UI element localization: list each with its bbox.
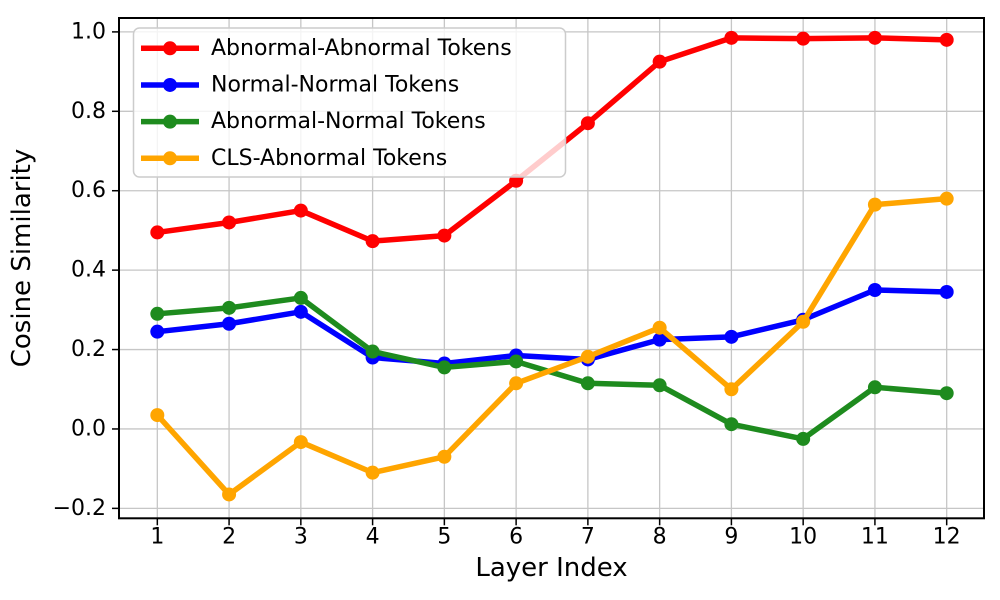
y-tick-label: −0.2: [53, 496, 106, 521]
x-tick-label: 2: [222, 525, 236, 550]
data-point: [939, 386, 954, 401]
y-tick-label: 0.2: [71, 337, 106, 362]
x-tick-label: 12: [933, 525, 961, 550]
legend-box: [132, 27, 567, 178]
data-point: [796, 314, 811, 329]
data-point: [365, 234, 380, 249]
data-point: [652, 320, 667, 335]
data-point: [652, 54, 667, 69]
data-point: [939, 191, 954, 206]
series-line: [154, 195, 950, 498]
legend-marker: [163, 114, 177, 129]
data-point: [365, 465, 380, 480]
data-point: [580, 116, 595, 131]
plot-border: [118, 17, 985, 520]
y-tick-label: 0.8: [71, 99, 106, 124]
data-point: [796, 31, 811, 46]
y-tick-label: 0.6: [71, 178, 106, 203]
data-point: [509, 376, 524, 391]
x-axis-label: Layer Index: [475, 553, 627, 583]
data-point: [222, 316, 237, 331]
data-point: [939, 284, 954, 299]
data-point: [293, 304, 308, 319]
x-tick-label: 8: [653, 525, 667, 550]
y-tick-label: 1.0: [71, 19, 106, 44]
legend-label: Abnormal-Abnormal Tokens: [211, 36, 512, 61]
y-tick-label: 0.0: [71, 416, 106, 441]
data-point: [652, 332, 667, 347]
data-point: [652, 378, 667, 393]
data-point: [293, 203, 308, 218]
data-point: [150, 225, 165, 240]
data-point: [867, 282, 882, 297]
data-point: [724, 329, 739, 344]
legend-marker: [163, 41, 177, 56]
data-point: [437, 360, 452, 375]
tick-layer: 1 2 3 4 5 6 7 8 9 10 11 12−0.20.00.20.40.60.81.0: [53, 19, 961, 549]
x-tick-label: 1: [150, 525, 164, 550]
data-point: [222, 487, 237, 502]
data-point: [796, 431, 811, 446]
y-axis-label: Cosine Similarity: [7, 149, 37, 368]
legend-label: Normal-Normal Tokens: [211, 72, 459, 97]
data-point: [724, 417, 739, 432]
legend-item: Abnormal-Abnormal Tokens: [141, 36, 512, 61]
data-point: [365, 344, 380, 359]
data-point: [867, 380, 882, 395]
x-tick-label: 6: [509, 525, 523, 550]
data-point: [150, 408, 165, 423]
data-point: [509, 354, 524, 369]
legend-label: Abnormal-Normal Tokens: [211, 109, 486, 134]
data-point: [293, 435, 308, 450]
data-point: [580, 349, 595, 364]
data-point: [293, 290, 308, 305]
data-point: [150, 306, 165, 321]
data-point: [724, 382, 739, 397]
legend-marker: [163, 77, 177, 92]
data-point: [222, 215, 237, 230]
data-point: [437, 449, 452, 464]
legend-item: CLS-Abnormal Tokens: [141, 146, 447, 171]
series-line: [154, 287, 950, 367]
data-point: [867, 197, 882, 212]
x-tick-label: 9: [724, 525, 738, 550]
data-point: [867, 30, 882, 45]
data-point: [150, 324, 165, 339]
x-tick-label: 11: [861, 525, 889, 550]
data-point: [724, 30, 739, 45]
data-point: [939, 32, 954, 47]
x-tick-label: 7: [581, 525, 595, 550]
x-tick-label: 3: [294, 525, 308, 550]
x-tick-label: 10: [789, 525, 817, 550]
legend-marker: [163, 151, 177, 166]
data-point: [580, 376, 595, 391]
series-layer: [150, 30, 954, 502]
y-tick-label: 0.4: [71, 258, 106, 283]
axes-spines: [118, 17, 985, 520]
data-point: [437, 228, 452, 243]
legend-item: Abnormal-Normal Tokens: [141, 109, 486, 134]
series-3: [150, 191, 954, 502]
x-tick-label: 4: [366, 525, 380, 550]
data-point: [222, 300, 237, 315]
legend: Abnormal-Abnormal Tokens Normal-Normal To…: [132, 27, 567, 178]
legend-item: Normal-Normal Tokens: [141, 72, 459, 97]
legend-label: CLS-Abnormal Tokens: [211, 146, 447, 171]
series-1: [150, 282, 954, 371]
x-tick-label: 5: [437, 525, 451, 550]
